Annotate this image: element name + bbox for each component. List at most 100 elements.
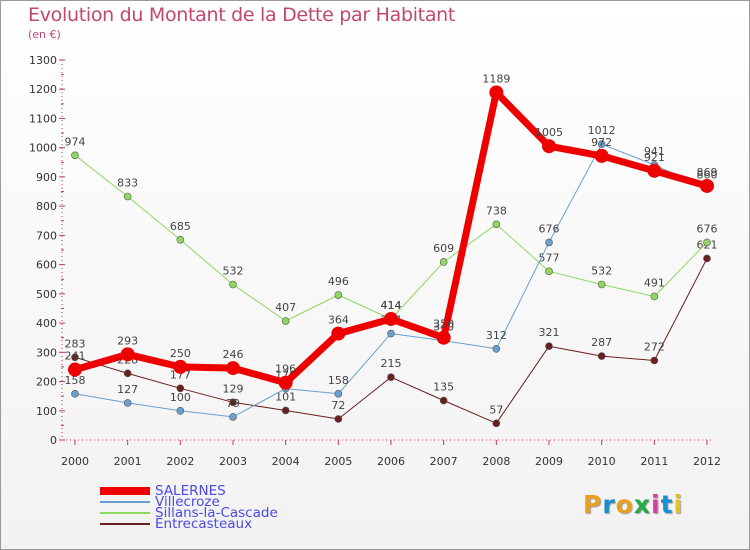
- data-label-salernes: 869: [697, 166, 718, 179]
- point-villecroze: [176, 406, 185, 415]
- point-entrecasteaux: [439, 396, 448, 405]
- point-sillans-la-cascade: [439, 258, 448, 266]
- data-label-salernes: 921: [644, 151, 665, 164]
- x-tick-label: 2010: [588, 455, 616, 468]
- point-salernes: [384, 311, 398, 326]
- logo-letter: r: [602, 490, 616, 519]
- point-villecroze: [123, 399, 132, 407]
- data-label-villecroze: 312: [486, 329, 507, 342]
- data-label-villecroze: 941: [644, 145, 665, 158]
- legend-label: Villecroze: [155, 494, 220, 510]
- x-tick-label: 2000: [61, 455, 89, 468]
- y-tick-label: 1300: [29, 54, 57, 67]
- y-tick-label: 200: [36, 376, 57, 389]
- logo-letter: t: [660, 490, 674, 519]
- data-label-salernes: 350: [433, 318, 454, 331]
- point-villecroze: [71, 390, 79, 398]
- point-salernes: [120, 347, 135, 362]
- point-villecroze: [597, 140, 606, 148]
- data-label-salernes: 1189: [482, 72, 510, 85]
- series-line-sillans-la-cascade: [74, 154, 708, 322]
- y-tick-label: 800: [36, 200, 57, 213]
- data-label-villecroze: 100: [170, 391, 191, 404]
- x-tick-label: 2002: [166, 455, 194, 468]
- point-villecroze: [492, 344, 501, 353]
- data-label-salernes: 241: [65, 350, 86, 363]
- y-tick-label: 900: [36, 171, 57, 184]
- y-tick-label: 1200: [29, 83, 57, 96]
- data-label-villecroze: 860: [697, 169, 718, 182]
- point-entrecasteaux: [387, 373, 395, 381]
- data-label-salernes: 250: [170, 347, 191, 360]
- point-salernes: [331, 326, 346, 341]
- data-label-sillans-la-cascade: 974: [65, 135, 86, 148]
- point-salernes: [647, 163, 662, 178]
- legend-item: Villecroze: [100, 494, 420, 510]
- point-entrecasteaux: [650, 356, 659, 365]
- chart-title: Evolution du Montant de la Dette par Hab…: [28, 4, 456, 26]
- data-label-villecroze: 127: [117, 383, 138, 396]
- data-label-salernes: 364: [328, 314, 349, 327]
- x-tick-label: 2003: [219, 455, 247, 468]
- logo-letter: i: [673, 490, 684, 519]
- data-label-entrecasteaux: 101: [275, 390, 296, 403]
- data-label-sillans-la-cascade: 414: [381, 299, 402, 312]
- point-entrecasteaux: [176, 384, 185, 393]
- legend-item: Entrecasteaux: [100, 516, 420, 532]
- legend-item: Sillans-la-Cascade: [100, 505, 420, 521]
- data-label-sillans-la-cascade: 577: [539, 251, 560, 264]
- legend-swatch: [100, 487, 150, 495]
- data-label-sillans-la-cascade: 491: [644, 276, 665, 289]
- point-salernes: [436, 330, 451, 345]
- point-entrecasteaux: [229, 398, 237, 407]
- data-label-villecroze: 79: [226, 397, 240, 410]
- data-label-salernes: 972: [591, 136, 612, 149]
- point-entrecasteaux: [703, 254, 711, 263]
- data-label-entrecasteaux: 57: [489, 403, 503, 416]
- data-label-salernes: 414: [381, 299, 402, 312]
- y-tick-label: 500: [36, 288, 57, 301]
- data-label-sillans-la-cascade: 532: [591, 264, 612, 277]
- point-villecroze: [545, 238, 553, 247]
- y-tick-label: 1000: [29, 142, 57, 155]
- point-entrecasteaux: [281, 406, 290, 415]
- point-salernes: [278, 375, 293, 390]
- point-entrecasteaux: [545, 342, 553, 350]
- data-label-entrecasteaux: 129: [223, 382, 244, 395]
- data-label-entrecasteaux: 215: [381, 357, 402, 370]
- point-villecroze: [334, 390, 343, 398]
- proxiti-logo: Proxiti: [583, 490, 683, 519]
- data-label-sillans-la-cascade: 833: [117, 177, 138, 190]
- data-label-villecroze: 676: [539, 222, 560, 235]
- point-entrecasteaux: [71, 353, 79, 362]
- y-tick-label: 0: [50, 434, 57, 447]
- data-label-entrecasteaux: 135: [433, 381, 454, 394]
- point-sillans-la-cascade: [703, 238, 711, 247]
- point-salernes: [226, 361, 240, 376]
- point-entrecasteaux: [492, 419, 501, 428]
- x-tick-label: 2008: [482, 455, 510, 468]
- logo-letter: P: [583, 490, 603, 519]
- data-label-sillans-la-cascade: 496: [328, 275, 349, 288]
- point-salernes: [594, 148, 609, 163]
- point-sillans-la-cascade: [71, 151, 79, 160]
- x-tick-label: 2004: [272, 455, 300, 468]
- data-label-sillans-la-cascade: 407: [275, 301, 296, 314]
- point-sillans-la-cascade: [597, 280, 606, 289]
- y-tick-label: 1100: [29, 112, 57, 125]
- data-label-villecroze: 158: [328, 374, 349, 387]
- data-label-salernes: 293: [117, 334, 138, 347]
- point-salernes: [489, 85, 504, 100]
- legend-swatch: [100, 501, 150, 503]
- data-label-sillans-la-cascade: 685: [170, 220, 191, 233]
- legend-label: SALERNES: [155, 483, 226, 499]
- legend-item: SALERNES: [100, 483, 420, 499]
- x-tick-label: 2012: [693, 455, 721, 468]
- logo-letter: x: [633, 490, 651, 519]
- point-sillans-la-cascade: [545, 267, 553, 276]
- point-entrecasteaux: [334, 415, 343, 423]
- data-label-sillans-la-cascade: 609: [433, 242, 454, 255]
- point-entrecasteaux: [123, 369, 132, 378]
